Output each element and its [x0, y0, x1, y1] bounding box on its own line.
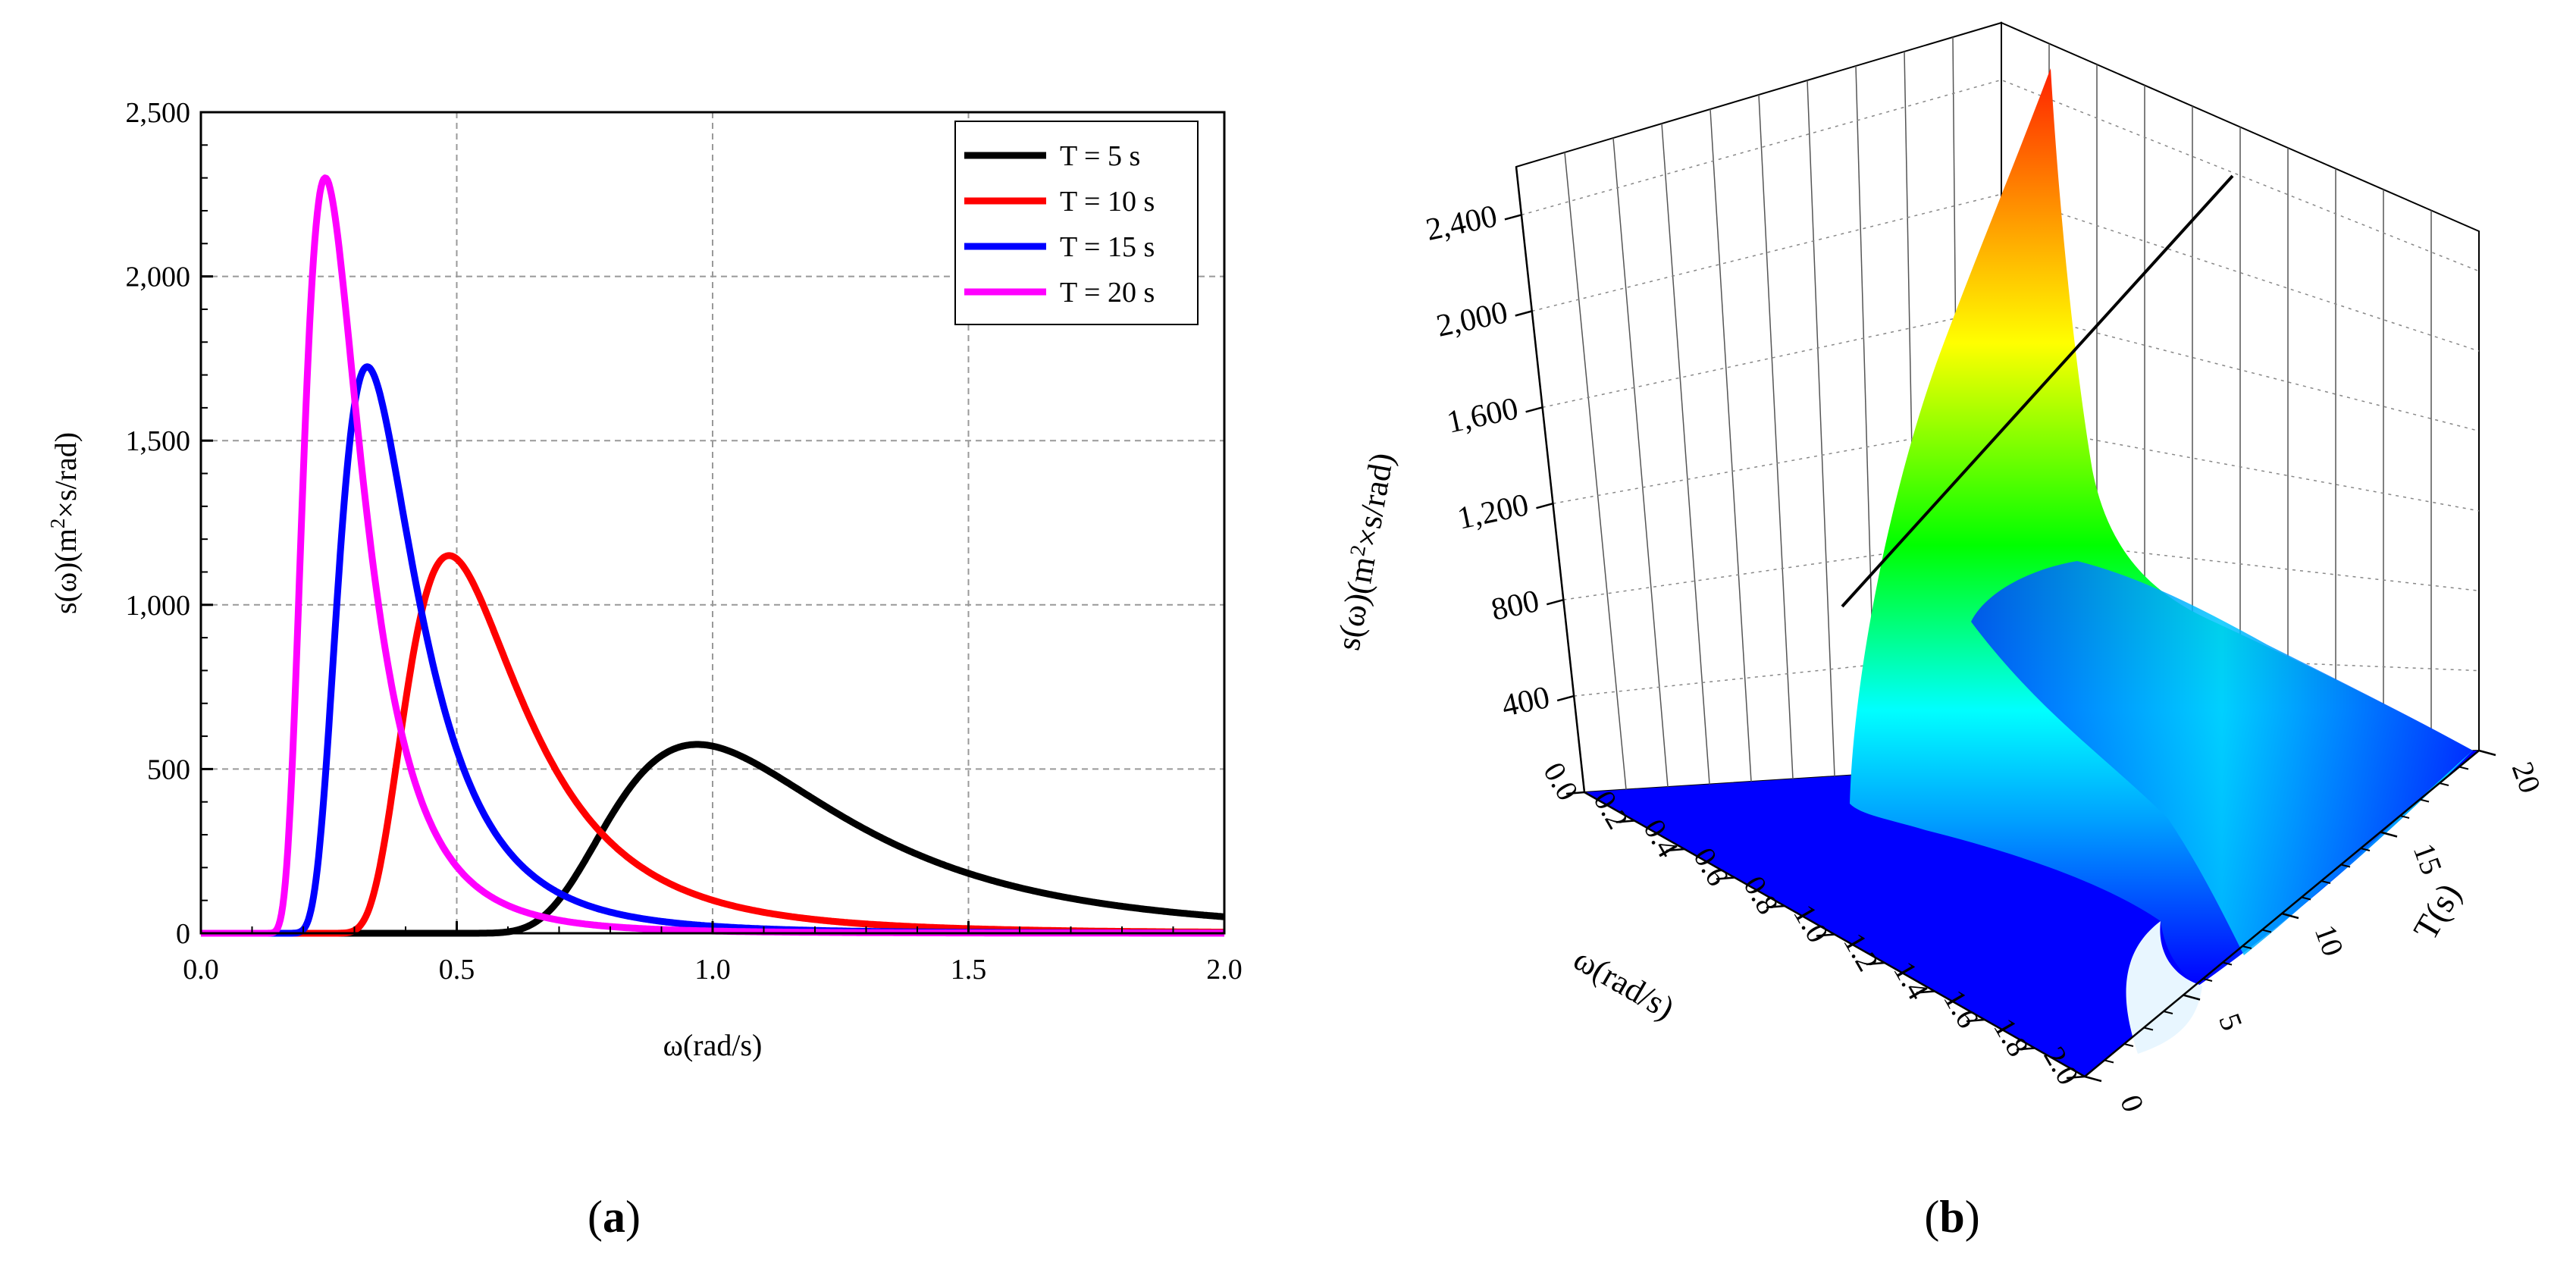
b-z-tick-label: 1,200 — [1455, 487, 1532, 537]
b-T-tick — [2380, 831, 2398, 838]
b-T-tick — [2478, 749, 2496, 757]
b-omega-tick — [1666, 848, 1685, 852]
b-T-minor-tick — [2104, 1059, 2114, 1064]
b-T-tick — [2281, 912, 2299, 920]
b-T-tick — [2183, 994, 2201, 1001]
b-z-tick-label: 2,000 — [1434, 295, 1511, 344]
a-x-tick-label: 1.5 — [951, 954, 987, 986]
b-z-axis-line — [1515, 166, 1586, 793]
b-wall-grid-line — [1709, 108, 1752, 782]
a-x-tick-label: 0.5 — [439, 954, 475, 986]
b-omega-tick — [1866, 961, 1885, 966]
b-z-tick-label: 400 — [1499, 680, 1553, 724]
a-x-axis-label: ω(rad/s) — [663, 1028, 763, 1062]
b-surface — [1841, 68, 2473, 1054]
b-omega-tick — [1716, 876, 1735, 880]
b-T-tick-label: 10 — [2308, 920, 2351, 961]
b-T-minor-tick — [2360, 848, 2371, 851]
b-z-tick-label: 1,600 — [1444, 391, 1521, 440]
b-T-minor-tick — [2123, 1043, 2134, 1047]
b-z-grid-line — [1531, 193, 2480, 352]
panel-b: 4008001,2001,6002,0002,4000.00.20.40.60.… — [1329, 21, 2548, 1242]
a-y-tick-label: 500 — [147, 754, 190, 785]
b-z-grid-line — [1542, 308, 2480, 432]
b-T-minor-tick — [2439, 782, 2449, 786]
a-x-tick-label: 1.0 — [694, 954, 731, 986]
b-z-tick — [1504, 214, 1522, 221]
a-y-tick-label: 1,000 — [126, 590, 191, 622]
a-y-tick-label: 0 — [176, 918, 190, 950]
b-z-grid-line — [1521, 79, 2480, 272]
b-surface-front-fold — [2126, 921, 2202, 1054]
b-omega-axis-label: ω(rad/s) — [1568, 940, 1681, 1027]
b-T-minor-tick — [2301, 896, 2311, 901]
a-x-tick-label: 0.0 — [183, 954, 219, 986]
b-T-minor-tick — [2340, 864, 2351, 868]
b-T-minor-tick — [2399, 815, 2410, 819]
a-y-axis-label: s(ω)(m2×s/rad) — [46, 432, 83, 614]
a-legend-label: T = 20 s — [1060, 277, 1155, 309]
b-wall-grid-line — [1758, 94, 1794, 779]
b-T-tick-label: 5 — [2212, 1009, 2249, 1035]
b-omega-tick — [2066, 1075, 2086, 1080]
panel-label-b: (b) — [1924, 1192, 1979, 1242]
b-z-tick-label: 800 — [1488, 584, 1542, 628]
b-wall-grid-line — [1564, 152, 1627, 790]
b-z-tick-label: 2,400 — [1423, 199, 1500, 248]
b-z-tick — [1515, 310, 1533, 317]
b-T-minor-tick — [2419, 798, 2430, 803]
b-z-tick — [1536, 503, 1553, 509]
b-T-axis-label: T(s) — [2405, 876, 2468, 946]
b-surface-ridge — [1971, 561, 2473, 955]
a-legend-label: T = 5 s — [1060, 140, 1140, 172]
a-y-tick-label: 2,000 — [126, 262, 191, 293]
b-T-tick-label: 15 — [2407, 838, 2449, 879]
b-T-minor-tick — [2321, 880, 2331, 884]
b-omega-tick — [1766, 904, 1785, 909]
panel-label-a: (a) — [588, 1192, 641, 1242]
a-axis-ticks: 0.0 0.5 1.0 1.5 2.0 0 500 1,000 1,500 2,000 2,500 — [126, 97, 1243, 986]
b-omega-tick — [1966, 1018, 1985, 1023]
b-T-minor-tick — [2143, 1027, 2154, 1031]
b-T-tick — [2084, 1075, 2102, 1083]
a-gridlines — [201, 112, 1224, 933]
b-wall-grid-line — [1661, 123, 1710, 785]
b-reference-line — [1841, 174, 2234, 608]
b-z-tick — [1556, 694, 1575, 702]
b-T-minor-tick — [2202, 978, 2213, 982]
b-omega-tick — [1916, 990, 1935, 994]
panel-a: 0.0 0.5 1.0 1.5 2.005001,0001,5002,0002,500 … — [46, 97, 1243, 1242]
b-T-minor-tick — [2261, 929, 2272, 933]
b-T-minor-tick — [2222, 961, 2233, 966]
b-omega-tick — [1615, 820, 1635, 823]
b-wall-grid-line — [1807, 80, 1835, 777]
b-omega-tick — [1816, 933, 1835, 937]
b-T-minor-tick — [2163, 1011, 2173, 1014]
b-wall-grid-line — [1612, 137, 1669, 788]
b-T-tick-label: 20 — [2505, 757, 2548, 798]
a-legend: T = 5 s T = 10 s T = 15 s T = 20 s — [954, 121, 1199, 325]
a-x-tick-label: 2.0 — [1206, 954, 1243, 986]
b-T-minor-tick — [2242, 945, 2252, 949]
b-T-tick-label: 0 — [2114, 1090, 2151, 1116]
b-z-tick — [1546, 598, 1564, 606]
a-legend-label: T = 10 s — [1060, 186, 1155, 218]
b-z-tick — [1525, 406, 1543, 413]
a-y-tick-label: 2,500 — [126, 97, 191, 129]
a-y-tick-label: 1,500 — [126, 425, 191, 457]
b-omega-tick — [1565, 791, 1585, 795]
b-omega-tick-label: 0.0 — [1537, 757, 1585, 807]
a-legend-label: T = 15 s — [1060, 231, 1155, 263]
b-omega-tick — [2016, 1047, 2035, 1051]
b-T-minor-tick — [2458, 766, 2469, 770]
b-z-axis-label: s(ω)(m2×s/rad) — [1329, 450, 1400, 654]
